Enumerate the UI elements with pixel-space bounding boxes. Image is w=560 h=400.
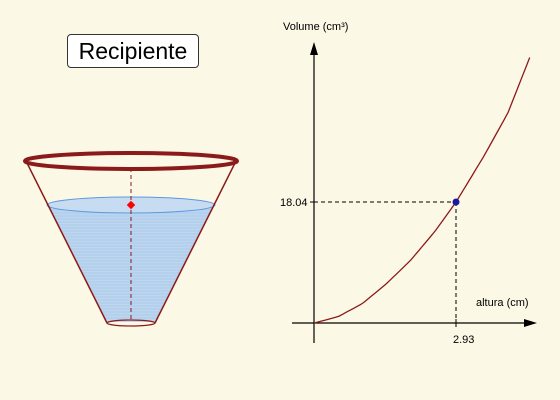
title-button[interactable]: Recipiente [67, 34, 199, 68]
y-tick-label: 18.04 [280, 197, 308, 209]
cone-bottom [106, 319, 156, 327]
volume-curve [313, 57, 531, 324]
graph: Volume (cm³) altura (cm) 18.04 2.93 [280, 21, 537, 346]
cone-right-wall [154, 160, 237, 324]
cone-rim [23, 151, 239, 171]
y-axis-label: Volume (cm³) [283, 21, 348, 33]
y-axis-arrow [310, 42, 318, 55]
graph-point[interactable] [452, 198, 460, 206]
x-axis-label: altura (cm) [476, 297, 529, 309]
height-marker[interactable] [126, 200, 136, 210]
x-axis-arrow [524, 319, 537, 327]
cone-left-wall [25, 160, 108, 324]
x-tick-label: 2.93 [453, 334, 474, 346]
cone-container [23, 151, 239, 327]
